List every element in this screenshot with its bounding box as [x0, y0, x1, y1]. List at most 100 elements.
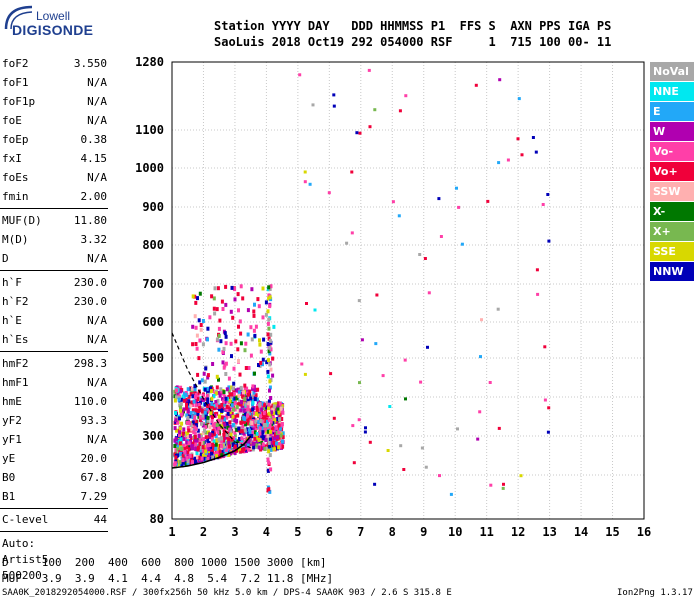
- echo-point: [193, 384, 197, 389]
- echo-point: [242, 431, 246, 436]
- echo-point: [250, 394, 254, 399]
- echo-point: [248, 411, 252, 416]
- echo-point: [197, 458, 201, 463]
- echo-point: [261, 401, 264, 406]
- echo-point: [187, 399, 191, 404]
- echo-point: [268, 444, 272, 449]
- echo-point: [179, 405, 182, 410]
- plot-frame: [171, 61, 645, 520]
- echo-point: [215, 374, 219, 379]
- echo-point: [506, 158, 510, 162]
- param-name: D: [2, 252, 9, 265]
- param-name: hmF1: [2, 376, 29, 389]
- echo-point: [191, 294, 195, 299]
- echo-point: [227, 376, 231, 381]
- echo-point: [223, 445, 227, 450]
- echo-point: [193, 435, 197, 440]
- echo-point: [216, 430, 220, 435]
- echo-point: [249, 325, 253, 330]
- echo-point: [174, 455, 178, 460]
- echo-point: [249, 408, 253, 413]
- echo-point: [194, 460, 197, 465]
- separator: [0, 508, 108, 509]
- x-tick-label: 4: [263, 525, 270, 539]
- echo-point: [214, 421, 217, 426]
- echo-point: [212, 432, 216, 436]
- echo-point: [327, 191, 331, 195]
- echo-point: [227, 441, 231, 445]
- echo-point: [194, 442, 198, 447]
- echo-point: [218, 404, 222, 409]
- param-name: foF1: [2, 76, 29, 89]
- echo-point: [206, 415, 210, 420]
- echo-point: [199, 323, 203, 327]
- echo-point: [259, 422, 263, 427]
- echo-point: [206, 386, 210, 391]
- echo-point: [173, 461, 177, 466]
- echo-point: [277, 410, 281, 415]
- echo-point: [223, 417, 227, 422]
- echo-point: [357, 418, 361, 422]
- echo-point: [192, 430, 196, 435]
- echo-point: [220, 439, 224, 444]
- echo-point: [253, 410, 256, 415]
- echo-point: [206, 337, 209, 342]
- echo-point: [257, 413, 261, 418]
- echo-point: [190, 427, 194, 432]
- echo-point: [267, 399, 271, 404]
- echo-point: [233, 287, 237, 292]
- echo-point: [179, 397, 183, 402]
- x-tick-label: 5: [294, 525, 301, 539]
- echo-point: [252, 445, 256, 450]
- echo-point: [253, 436, 257, 441]
- echo-point: [175, 442, 179, 447]
- param-value: 44: [93, 513, 107, 526]
- param-name: B1: [2, 490, 16, 503]
- echo-point: [269, 440, 273, 445]
- echo-point: [197, 318, 201, 323]
- echo-point: [216, 286, 220, 291]
- echo-point: [497, 426, 501, 430]
- echo-point: [255, 405, 259, 410]
- echo-point: [197, 402, 201, 407]
- echo-point: [252, 309, 256, 314]
- echo-point: [201, 437, 205, 441]
- echo-point: [205, 447, 209, 451]
- echo-point: [265, 403, 269, 407]
- param-name: fxI: [2, 152, 22, 165]
- echo-point: [246, 398, 250, 403]
- echo-point: [267, 349, 271, 354]
- echo-point: [230, 403, 234, 408]
- param-name: B0: [2, 471, 16, 484]
- legend-item: W: [650, 122, 694, 141]
- echo-point: [188, 453, 192, 458]
- echo-point: [209, 389, 213, 394]
- echo-point: [209, 404, 213, 409]
- echo-point: [263, 403, 267, 408]
- echo-point: [257, 443, 261, 448]
- echo-point: [173, 389, 177, 394]
- echo-point: [257, 437, 261, 442]
- echo-point: [189, 423, 193, 428]
- echo-point: [239, 341, 243, 346]
- echo-point: [248, 430, 252, 435]
- echo-point: [207, 447, 211, 452]
- echo-point: [211, 362, 215, 366]
- echo-point: [237, 390, 241, 395]
- echo-point: [262, 436, 266, 441]
- echo-point: [230, 392, 234, 397]
- echo-point: [255, 397, 259, 402]
- echo-point: [388, 405, 392, 408]
- echo-point: [305, 302, 308, 305]
- echo-point: [479, 355, 482, 359]
- echo-point: [236, 292, 240, 297]
- echo-point: [237, 308, 240, 313]
- echo-point: [218, 449, 222, 454]
- echo-point: [239, 449, 243, 454]
- echo-point: [247, 401, 251, 406]
- echo-point: [180, 447, 184, 451]
- echo-point: [215, 454, 219, 459]
- param-value: 0.38: [80, 133, 108, 146]
- echo-point: [253, 397, 257, 401]
